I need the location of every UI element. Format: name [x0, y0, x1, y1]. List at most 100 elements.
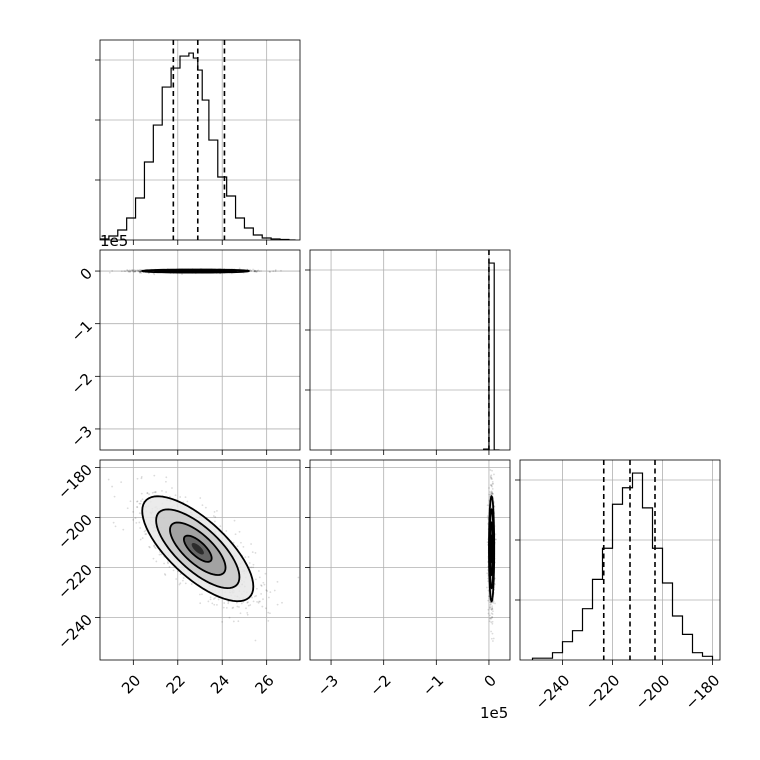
- sample-point: [489, 475, 492, 478]
- sample-point: [108, 271, 111, 274]
- sample-point: [127, 270, 130, 273]
- sample-point: [264, 572, 267, 575]
- sample-point: [488, 617, 491, 620]
- sample-point: [250, 566, 253, 569]
- sample-point: [255, 578, 257, 581]
- sample-point: [139, 270, 142, 273]
- sample-point: [262, 581, 265, 584]
- sample-point: [255, 587, 258, 590]
- sample-point: [489, 476, 492, 479]
- sample-point: [253, 270, 256, 272]
- sample-point: [129, 270, 132, 273]
- sample-point: [139, 271, 141, 274]
- sample-point: [178, 583, 181, 586]
- sample-point: [238, 530, 241, 533]
- sample-point: [254, 270, 257, 272]
- sample-point: [238, 606, 240, 608]
- sample-point: [213, 603, 216, 606]
- sample-point: [168, 565, 171, 568]
- sample-point: [212, 515, 215, 517]
- sample-point: [132, 270, 135, 273]
- sample-point: [113, 495, 116, 498]
- sample-point: [136, 506, 139, 509]
- sample-point: [244, 556, 247, 559]
- sample-point: [207, 600, 210, 603]
- sample-point: [167, 562, 169, 565]
- sample-point: [213, 511, 216, 513]
- sample-point: [139, 538, 142, 541]
- sample-point: [165, 476, 168, 479]
- sample-point: [251, 551, 254, 554]
- sample-point: [236, 605, 239, 608]
- y-offset-text: 1e5: [100, 232, 128, 250]
- sample-point: [138, 270, 141, 273]
- contour-line: [155, 508, 241, 590]
- y-tick-label: −180: [54, 461, 96, 503]
- sample-point: [155, 560, 158, 563]
- sample-point: [492, 640, 494, 642]
- contour-line: [169, 521, 227, 576]
- sample-point: [179, 573, 182, 576]
- sample-point: [486, 515, 489, 518]
- sample-point: [257, 570, 260, 572]
- sample-point: [223, 602, 226, 604]
- sample-point: [491, 492, 494, 495]
- sample-point: [132, 510, 134, 513]
- sample-point: [490, 493, 493, 495]
- sample-point: [260, 270, 262, 272]
- sample-point: [258, 270, 261, 273]
- sample-point: [201, 593, 203, 596]
- panel-p0-p1: [99, 249, 301, 451]
- sample-point: [487, 599, 490, 602]
- panel-hist-p1: [309, 249, 511, 451]
- sample-point: [491, 478, 493, 480]
- sample-point: [138, 271, 141, 274]
- sample-point: [153, 273, 156, 276]
- sample-point: [122, 528, 125, 531]
- sample-point: [138, 502, 141, 505]
- sample-point: [136, 505, 138, 508]
- sample-point: [219, 525, 222, 528]
- sample-point: [111, 269, 114, 272]
- sample-point: [153, 544, 156, 547]
- sample-point: [489, 607, 491, 610]
- sample-point: [209, 596, 212, 599]
- sample-point: [490, 484, 493, 486]
- sample-point: [246, 601, 249, 604]
- sample-point: [490, 491, 493, 494]
- sample-point: [260, 585, 263, 587]
- sample-point: [134, 270, 136, 273]
- y-tick-label: −240: [54, 611, 96, 653]
- sample-point: [268, 270, 271, 273]
- sample-point: [232, 606, 235, 609]
- sample-point: [245, 607, 247, 610]
- sample-point: [491, 493, 494, 496]
- histogram-p2: [531, 472, 714, 660]
- sample-point: [491, 607, 494, 610]
- sample-point: [216, 510, 218, 512]
- sample-point: [269, 591, 272, 594]
- sample-point: [247, 604, 250, 607]
- sample-point: [111, 485, 114, 488]
- sample-point: [281, 601, 283, 604]
- panel-p0-p2: [99, 459, 301, 661]
- sample-point: [164, 480, 167, 483]
- sample-point: [190, 583, 193, 585]
- x-tick-label: −3: [314, 671, 342, 699]
- sample-point: [490, 477, 493, 480]
- sample-point: [124, 270, 127, 273]
- sample-point: [140, 268, 142, 271]
- sample-point: [135, 521, 138, 524]
- sample-point: [260, 584, 262, 587]
- sample-point: [491, 622, 494, 625]
- sample-point: [262, 598, 264, 601]
- sample-point: [126, 269, 129, 272]
- sample-point: [489, 603, 492, 606]
- sample-point: [255, 271, 258, 273]
- sample-point: [490, 617, 493, 620]
- sample-point: [134, 517, 137, 519]
- sample-point: [144, 533, 147, 536]
- sample-point: [139, 270, 141, 273]
- contour-line: [141, 495, 255, 603]
